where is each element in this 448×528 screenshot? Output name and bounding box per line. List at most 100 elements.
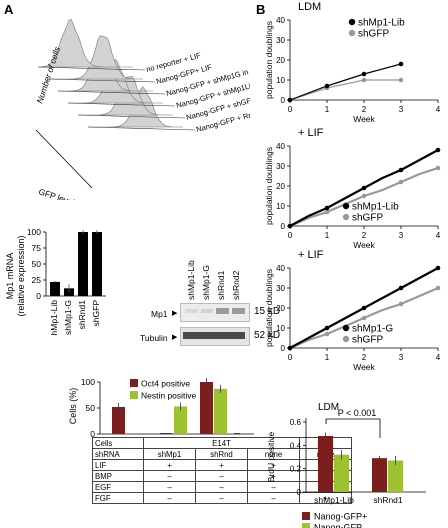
- brdu-ylabel: BrdU positive: [266, 431, 276, 482]
- growth-y-tick-label: 40: [276, 16, 285, 25]
- mrna-ylabel-2: (relative expression): [16, 235, 26, 316]
- growth-point: [287, 223, 293, 229]
- wb-mp1-size: 15 kD: [254, 306, 281, 317]
- growth-y-tick-label: 40: [276, 264, 285, 273]
- brdu-legend-swatch: [302, 512, 310, 520]
- conditions-header-cells: Cells: [92, 437, 144, 449]
- wb-row-tubulin-label: Tubulin: [140, 333, 168, 343]
- growth-plot-title: + LIF: [298, 249, 324, 261]
- cell: +: [195, 459, 248, 471]
- facs-histogram-stack: Number of cells GFP level Nanog-GFP + Rn…: [34, 19, 250, 200]
- facs-z-axis: [35, 129, 93, 189]
- mrna-bar: [50, 281, 60, 296]
- wb-lane-label: shRnd1: [216, 270, 226, 300]
- growth-x-axis-label: Week: [353, 240, 375, 250]
- growth-y-tick-label: 10: [276, 76, 285, 85]
- brdu-legend-swatch: [302, 523, 310, 528]
- growth-x-tick-label: 3: [399, 105, 404, 114]
- mrna-ylabel-1: Mp1 mRNA: [5, 253, 15, 300]
- wb-row-mp1-label: Mp1: [151, 309, 168, 319]
- growth-y-tick-label: 20: [276, 182, 285, 191]
- growth-point: [324, 209, 330, 215]
- facs-x-axis-label: GFP level: [37, 186, 76, 200]
- mrna-category-label: shRnd1: [77, 300, 87, 330]
- growth-x-tick-label: 1: [325, 105, 330, 114]
- growth-point: [324, 325, 330, 331]
- growth-point: [361, 193, 367, 199]
- growth-point: [361, 305, 367, 311]
- growth-legend-label: shGFP: [352, 335, 383, 346]
- brdu-category-label: shRnd1: [373, 495, 403, 505]
- facs-baseline: [87, 126, 196, 131]
- mrna-tick-label: 100: [27, 227, 41, 237]
- facs-y-axis-label: Number of cells: [34, 45, 62, 105]
- growth-y-tick-label: 0: [281, 222, 286, 231]
- mrna-tick-label: 75: [32, 243, 42, 253]
- growth-legend-marker: [348, 29, 356, 37]
- wb-mp1-band: [232, 308, 245, 314]
- growth-x-tick-label: 0: [288, 105, 293, 114]
- mp1-mrna-chart: Mp1 mRNA (relative expression) 100 75 50 25…: [5, 227, 106, 336]
- wb-mp1-band: [201, 309, 213, 313]
- growth-point: [398, 179, 404, 185]
- wb-mp1-band-box: [180, 303, 250, 322]
- growth-x-tick-label: 2: [362, 105, 367, 114]
- cells-ylabel: Cells (%): [68, 388, 78, 425]
- cell: +: [299, 492, 352, 504]
- cell: +: [143, 459, 196, 471]
- cell: –: [195, 470, 248, 482]
- facs-baseline: [47, 78, 156, 83]
- wb-row-mp1-arrow: ▶: [172, 310, 178, 317]
- cells-bar: [200, 382, 213, 434]
- wb-tubulin-band: [183, 332, 245, 339]
- growth-point: [398, 77, 404, 83]
- brdu-bar: [334, 454, 349, 492]
- growth-point: [398, 167, 404, 173]
- wb-lane-label: shMp1-G: [201, 265, 211, 300]
- panel-a-label: A: [4, 2, 14, 17]
- growth-legend-marker: [342, 324, 350, 332]
- growth-y-tick-label: 10: [276, 202, 285, 211]
- brdu-tick-label: 0.2: [290, 465, 302, 474]
- mrna-bar: [78, 232, 88, 296]
- cells-bar: [112, 406, 125, 434]
- growth-legend-label: shGFP: [352, 213, 383, 224]
- growth-x-axis-label: Week: [353, 362, 375, 372]
- cell: –: [143, 481, 196, 493]
- row-label: shRNA: [92, 448, 144, 460]
- facs-histogram-trace: [37, 19, 133, 68]
- growth-plot-title: LDM: [298, 1, 321, 13]
- growth-point: [361, 315, 367, 321]
- growth-point: [435, 285, 441, 291]
- growth-x-tick-label: 1: [325, 231, 330, 240]
- cell: –: [195, 492, 248, 504]
- wb-mp1-band: [185, 309, 198, 313]
- row-label: LIF: [92, 459, 144, 471]
- cell: shRnd: [195, 448, 248, 460]
- cells-bar: [174, 406, 187, 434]
- brdu-tick-label: 0.4: [290, 441, 302, 450]
- growth-x-tick-label: 4: [436, 231, 441, 240]
- wb-lane-label: shMp1-Lib: [186, 260, 196, 300]
- growth-point: [398, 61, 404, 67]
- growth-point: [361, 71, 367, 77]
- panel-b-label: B: [256, 2, 266, 17]
- growth-legend-label: shMp1-Lib: [358, 18, 405, 29]
- growth-x-tick-label: 3: [399, 231, 404, 240]
- cell: shMp1: [143, 448, 196, 460]
- growth-point: [361, 77, 367, 83]
- growth-legend-marker: [342, 202, 350, 210]
- brdu-legend-label: Nanog-GFP+: [314, 512, 367, 522]
- facs-baseline: [77, 114, 186, 119]
- legend-oct4-label: Oct4 positive: [141, 379, 190, 389]
- growth-series-line: [289, 79, 401, 101]
- row-label: EGF: [92, 481, 144, 493]
- mrna-category-label: shMp1-Lib: [49, 300, 59, 336]
- growth-x-tick-label: 4: [436, 353, 441, 362]
- growth-point: [435, 265, 441, 271]
- growth-point: [398, 285, 404, 291]
- facs-baseline: [67, 102, 176, 107]
- growth-legend-marker: [342, 213, 350, 221]
- legend-nestin-swatch: [130, 391, 138, 399]
